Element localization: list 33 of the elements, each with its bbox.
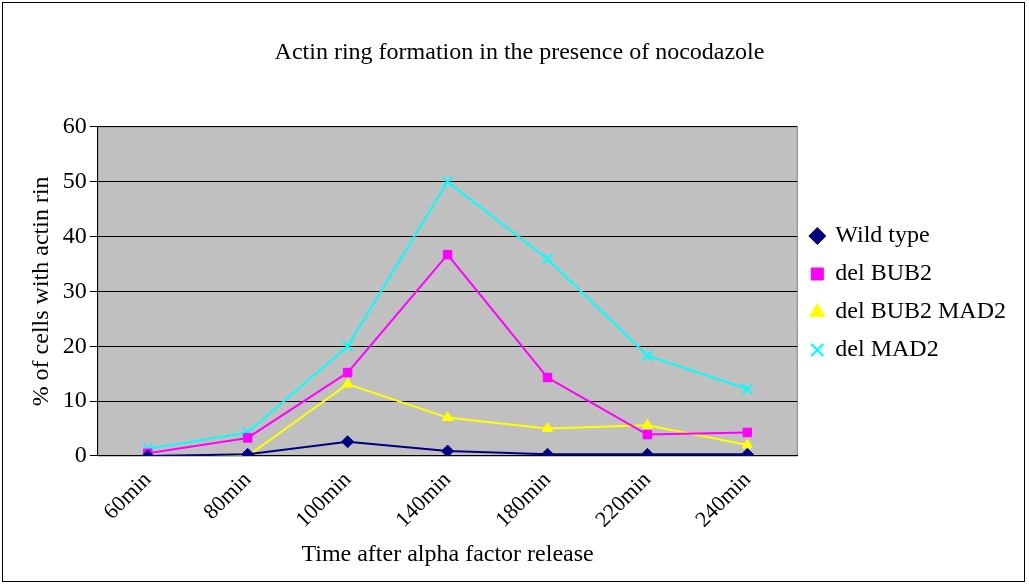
point bbox=[441, 444, 455, 456]
point bbox=[241, 426, 254, 439]
point bbox=[642, 429, 653, 440]
point bbox=[341, 377, 354, 388]
x-axis-title: Time after alpha factor release bbox=[301, 539, 594, 566]
y-tick-label: 0 bbox=[74, 441, 87, 468]
point bbox=[341, 340, 354, 353]
point bbox=[441, 411, 454, 422]
point bbox=[742, 427, 753, 438]
point bbox=[441, 175, 454, 188]
y-tick-label: 60 bbox=[62, 112, 87, 139]
point bbox=[541, 253, 554, 265]
point bbox=[542, 372, 553, 383]
legend-label: Wild type bbox=[835, 221, 930, 248]
y-tick-label: 10 bbox=[62, 386, 87, 413]
point bbox=[442, 249, 453, 260]
point bbox=[641, 418, 654, 429]
legend-label: del MAD2 bbox=[835, 335, 939, 362]
legend-label: del BUB2 MAD2 bbox=[835, 297, 1006, 324]
point bbox=[741, 383, 754, 396]
point bbox=[341, 435, 355, 449]
point bbox=[641, 349, 654, 362]
point bbox=[242, 433, 253, 443]
y-tick-label: 30 bbox=[62, 276, 87, 303]
chart-title: Actin ring formation in the presence of nocodazole bbox=[274, 37, 765, 64]
y-tick-label: 20 bbox=[62, 331, 87, 358]
point bbox=[741, 438, 754, 449]
point bbox=[342, 367, 353, 378]
y-tick-label: 40 bbox=[62, 221, 87, 248]
point bbox=[541, 422, 554, 433]
y-axis-title: % of cells with actin rin bbox=[26, 176, 53, 407]
legend-label: del BUB2 bbox=[835, 259, 932, 286]
y-tick-label: 50 bbox=[62, 166, 87, 193]
